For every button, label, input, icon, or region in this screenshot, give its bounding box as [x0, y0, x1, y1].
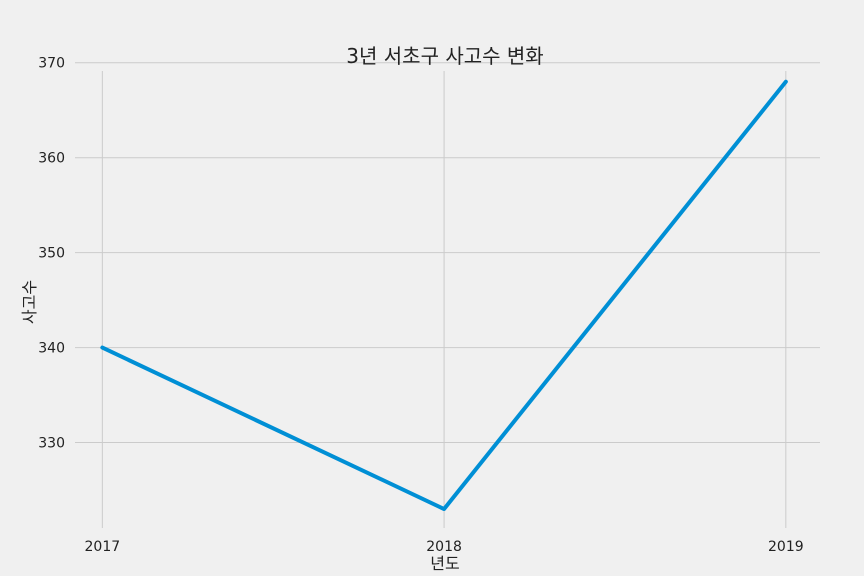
x-tick-label: 2018 [426, 539, 462, 555]
y-tick-label: 350 [38, 246, 65, 262]
x-tick-label: 2017 [85, 539, 121, 555]
chart-title: 3년 서초구 사고수 변화 [346, 44, 543, 68]
series-line [100, 79, 788, 512]
series-group [100, 79, 788, 512]
x-axis-ticks: 2017 2018 2019 [85, 539, 804, 555]
x-tick-label: 2019 [768, 539, 804, 555]
y-axis-label: 사고수 [20, 280, 39, 324]
y-tick-label: 370 [38, 56, 65, 72]
grid [75, 62, 820, 528]
x-axis-label: 년도 [430, 554, 459, 573]
y-tick-label: 340 [38, 341, 65, 357]
y-tick-label: 360 [38, 151, 65, 167]
y-axis-ticks: 330 340 350 360 370 [38, 56, 65, 452]
y-tick-label: 330 [38, 436, 65, 452]
